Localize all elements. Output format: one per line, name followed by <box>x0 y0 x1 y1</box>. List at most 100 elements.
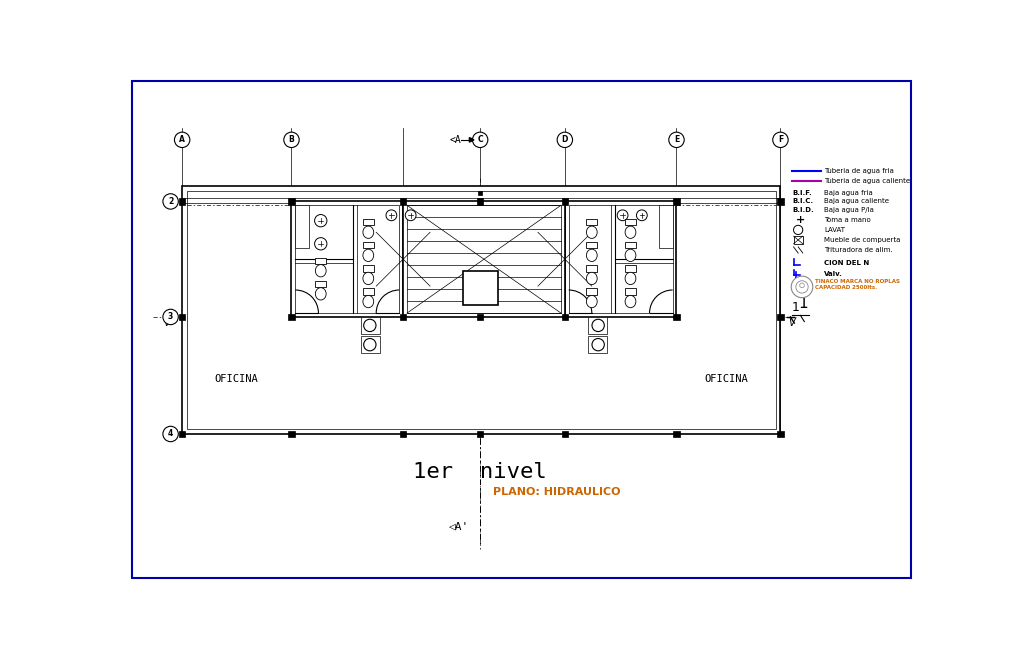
Circle shape <box>796 281 808 293</box>
Text: 2: 2 <box>168 197 173 206</box>
Bar <box>562 431 568 437</box>
Text: 1: 1 <box>792 301 800 314</box>
Text: CION DEL N: CION DEL N <box>825 260 869 266</box>
Bar <box>179 431 185 437</box>
Bar <box>403 201 565 317</box>
Text: F: F <box>778 136 783 144</box>
Ellipse shape <box>362 249 374 261</box>
Circle shape <box>174 132 189 147</box>
Bar <box>477 190 483 196</box>
Bar <box>400 431 406 437</box>
Circle shape <box>617 210 628 220</box>
Bar <box>400 198 406 205</box>
Bar <box>565 201 677 317</box>
Bar <box>674 198 680 205</box>
Circle shape <box>405 210 416 220</box>
Text: 4: 4 <box>168 430 173 439</box>
Text: OFICINA: OFICINA <box>704 374 748 383</box>
Circle shape <box>669 132 684 147</box>
Bar <box>400 314 406 320</box>
Bar <box>588 317 608 334</box>
Text: Baja agua caliente: Baja agua caliente <box>825 198 890 205</box>
Text: V: V <box>789 318 795 328</box>
Text: TINACO MARCA NO ROPLAS
CAPACIDAD 2500lts.: TINACO MARCA NO ROPLAS CAPACIDAD 2500lts… <box>815 279 900 290</box>
Text: B.I.F.: B.I.F. <box>792 190 811 196</box>
Bar <box>674 314 680 320</box>
Circle shape <box>472 132 488 147</box>
Text: B.I.C.: B.I.C. <box>792 198 813 205</box>
Text: +: + <box>796 215 805 225</box>
Bar <box>179 198 185 205</box>
Bar <box>659 205 673 248</box>
Bar <box>179 314 185 320</box>
Ellipse shape <box>625 226 636 239</box>
Bar <box>360 317 380 334</box>
Circle shape <box>163 194 178 209</box>
Bar <box>778 431 784 437</box>
Bar <box>182 186 781 434</box>
Circle shape <box>592 319 605 332</box>
Text: Baja agua P/la: Baja agua P/la <box>825 207 874 213</box>
Text: 1: 1 <box>798 297 807 312</box>
Text: Toma a mano: Toma a mano <box>825 217 871 223</box>
Circle shape <box>363 319 376 332</box>
Bar <box>186 190 776 430</box>
Bar <box>778 314 784 320</box>
Bar <box>362 243 374 248</box>
Bar <box>295 205 399 313</box>
Bar <box>288 314 294 320</box>
Text: Baja agua fria: Baja agua fria <box>825 190 873 196</box>
Text: E: E <box>674 136 679 144</box>
Bar <box>288 431 294 437</box>
Bar <box>562 314 568 320</box>
Bar <box>288 198 294 205</box>
Ellipse shape <box>625 273 636 285</box>
Bar <box>586 243 598 248</box>
Bar <box>794 236 803 244</box>
Text: B.I.D.: B.I.D. <box>792 207 813 213</box>
Circle shape <box>636 210 647 220</box>
Text: V: V <box>164 318 170 328</box>
Text: OFICINA: OFICINA <box>214 374 258 383</box>
Polygon shape <box>469 138 474 142</box>
Circle shape <box>284 132 299 147</box>
Circle shape <box>163 309 178 325</box>
Ellipse shape <box>362 226 374 239</box>
Circle shape <box>557 132 572 147</box>
Bar <box>625 265 636 271</box>
Text: Trituradora de alim.: Trituradora de alim. <box>825 247 893 253</box>
Bar <box>625 219 636 226</box>
Bar <box>569 205 673 313</box>
Bar <box>477 431 484 437</box>
Text: Tuberia de agua caliente: Tuberia de agua caliente <box>825 177 910 184</box>
Text: ◁A': ◁A' <box>449 522 468 531</box>
Circle shape <box>363 338 376 351</box>
Ellipse shape <box>316 265 326 277</box>
Bar <box>407 205 561 313</box>
Bar <box>477 314 484 320</box>
Bar <box>586 219 598 226</box>
Text: 1er  nivel: 1er nivel <box>413 462 547 482</box>
Bar <box>316 281 326 287</box>
Bar <box>291 201 403 317</box>
Ellipse shape <box>586 273 598 285</box>
Text: Tuberia de agua fria: Tuberia de agua fria <box>825 168 894 173</box>
Bar <box>295 205 309 248</box>
Text: LAVAT: LAVAT <box>825 227 845 233</box>
Ellipse shape <box>362 295 374 308</box>
Text: D: D <box>562 136 568 144</box>
Bar <box>360 336 380 353</box>
Bar <box>362 288 374 295</box>
Bar <box>362 265 374 271</box>
Ellipse shape <box>362 273 374 285</box>
Bar <box>463 271 498 305</box>
Bar <box>477 198 484 205</box>
Bar <box>588 336 608 353</box>
Ellipse shape <box>316 288 326 300</box>
Circle shape <box>315 215 327 227</box>
Bar <box>316 258 326 264</box>
Text: 3: 3 <box>168 312 173 321</box>
Text: C: C <box>477 136 483 144</box>
Bar <box>562 198 568 205</box>
Ellipse shape <box>625 295 636 308</box>
